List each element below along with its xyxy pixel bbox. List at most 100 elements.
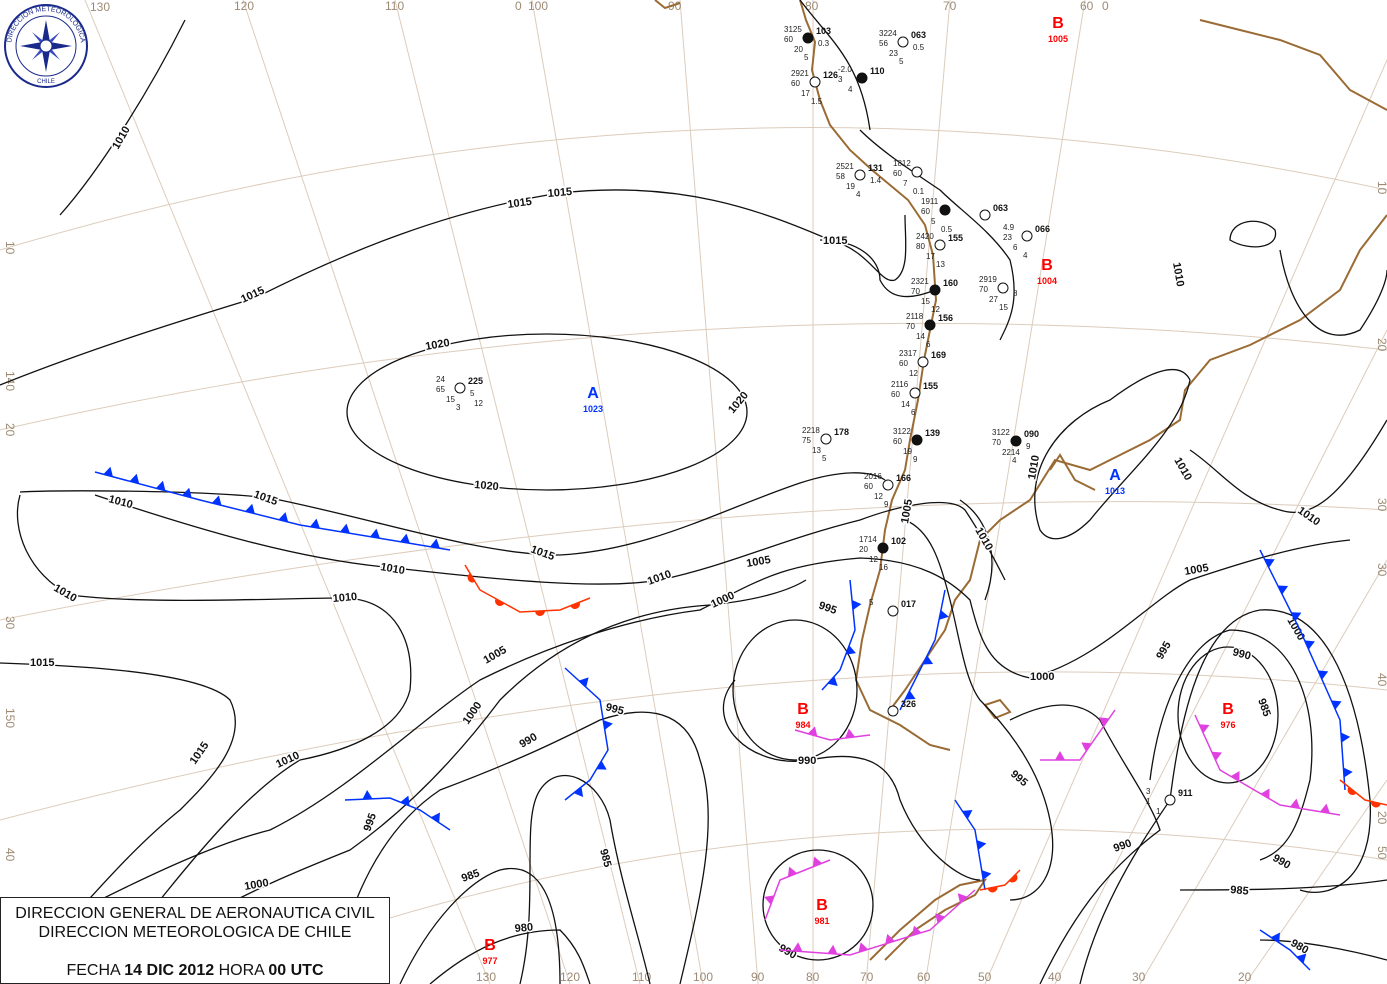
graticule-label: 130 [90,0,110,14]
station-value: 15 [999,303,1008,312]
front-semicircle [467,573,476,583]
isobar-label: 995 [1008,768,1030,789]
station-circle-icon [887,605,899,617]
station-value: 1 [1156,807,1161,816]
front-triangle [1260,788,1270,799]
station-plot[interactable]: 063 [979,203,1008,221]
front-triangle [935,913,945,924]
station-value: 2921 [791,69,809,78]
front-semicircle [535,610,545,617]
station-value: 4 [1023,251,1028,260]
station-value: 1911 [921,197,939,206]
isobar-label: 1020 [474,479,499,493]
station-value: 2214 [1002,448,1020,457]
station-value: 4 [856,190,861,199]
isobar-label: 985 [597,848,613,869]
station-value: 70 [906,322,915,331]
graticule-label: 20 [3,423,17,437]
graticule-label: 60 [917,970,931,984]
station-id: 178 [834,427,849,437]
front-triangle [1291,612,1302,622]
station-value: 60 [784,35,793,44]
isobar-label: 1015 [507,196,533,211]
station-value: 20 [859,545,868,554]
front-triangle [362,790,373,800]
station-circle-icon [877,542,889,554]
isobar-label: 990 [1112,837,1133,855]
isobar-label: 980 [1289,937,1311,957]
station-value: 16 [879,563,888,572]
front-triangle [573,786,584,798]
station-value: 70 [911,287,920,296]
front-triangle [340,523,350,534]
front-triangle [981,870,992,880]
front-triangle [845,728,855,739]
department-line: DIRECCION METEOROLOGICA DE CHILE [38,924,352,941]
isobar-label: 1010 [107,493,134,511]
cold-front [1259,549,1353,791]
station-id: 063 [993,203,1008,213]
graticule-label: 80 [806,970,820,984]
station-plot[interactable]: 110 -2.034 [838,65,885,94]
station-id: 166 [896,473,911,483]
center-letter: B [1052,15,1064,32]
station-value: 14 [901,400,910,409]
front-triangle [603,720,613,730]
station-value: 4.9 [1003,223,1015,232]
front-triangle [911,925,922,936]
front-triangle [1211,751,1222,761]
station-value: 17 [926,252,935,261]
station-value: 19 [846,182,855,191]
isobar-label: 1015 [529,544,556,564]
isobar-label: 1010 [1170,261,1186,287]
center-pressure: 1023 [583,404,603,414]
front-triangle [792,942,803,952]
station-id: 156 [938,313,953,323]
graticule-label: 80 [805,0,819,13]
isobar-label: 1015 [823,235,847,247]
front-triangle [807,726,818,737]
front-triangle [245,503,255,514]
front-triangle [905,690,916,700]
station-value: 2919 [979,275,997,284]
front-triangle [858,942,869,953]
occluded-front [1040,709,1116,761]
station-circle-icon [1010,435,1022,447]
station-plot[interactable]: 326 [887,699,916,717]
center-pressure: 981 [814,916,829,926]
station-value: 60 [899,359,908,368]
isobar-label: 1010 [110,124,133,151]
graticule-label: 20 [1238,970,1252,984]
station-value: 6 [926,340,931,349]
front-triangle [211,495,222,506]
station-value: 60 [921,207,930,216]
station-plot[interactable]: 017 5 [869,598,916,617]
front-triangle [1230,770,1240,782]
front-triangle [1304,640,1315,650]
front-triangle [812,856,823,867]
station-value: 3122 [893,427,911,436]
isobar-label: 985 [1255,697,1273,718]
isobar-label: 985 [1230,884,1249,898]
front-semicircle [1347,786,1357,795]
